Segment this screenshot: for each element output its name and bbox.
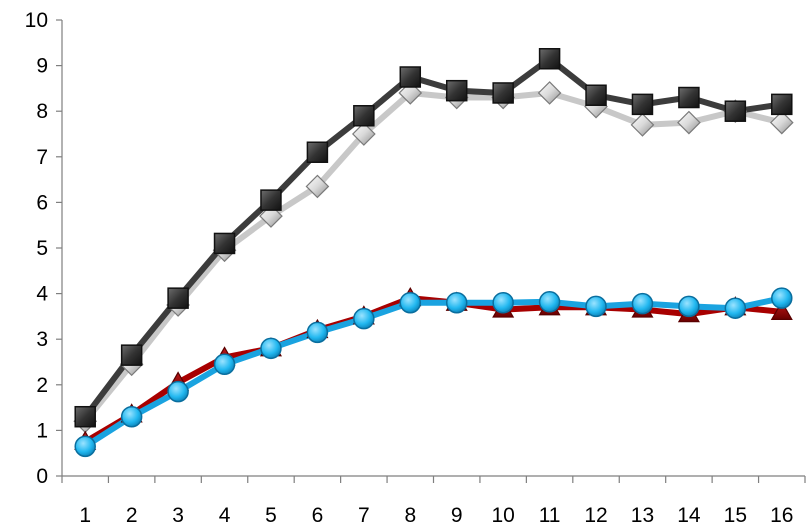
data-point-circle (167, 380, 189, 403)
data-point-circle (631, 292, 654, 315)
data-point-circle (353, 307, 375, 330)
data-point-square (771, 93, 793, 116)
data-point-circle (585, 295, 607, 318)
y-tick-label: 0 (36, 465, 48, 488)
data-point-triangle (770, 300, 793, 320)
series-layer (73, 48, 794, 458)
x-tick-label: 6 (312, 504, 324, 527)
data-point-circle (538, 291, 561, 313)
x-tick-label: 3 (172, 504, 184, 527)
y-tick-label: 6 (36, 191, 48, 214)
x-tick-label: 14 (677, 504, 701, 527)
x-tick-label: 7 (358, 504, 370, 527)
y-tick-label: 7 (36, 146, 48, 169)
data-point-diamond (677, 110, 701, 135)
series-line-triangle (82, 295, 785, 445)
data-point-circle (678, 295, 700, 318)
y-tick-label: 4 (36, 283, 48, 306)
data-point-square (260, 189, 282, 211)
data-point-square (445, 79, 468, 102)
data-point-circle (399, 291, 422, 314)
data-point-square (74, 405, 96, 428)
data-point-diamond (537, 81, 562, 105)
y-tick-label: 10 (25, 9, 48, 32)
data-point-square (306, 141, 329, 163)
x-tick-label: 1 (79, 504, 91, 527)
data-point-circle (260, 337, 282, 360)
data-point-circle (445, 291, 468, 314)
x-tick-label: 9 (451, 504, 463, 527)
data-point-circle (306, 321, 329, 344)
data-point-circle (771, 287, 793, 309)
data-point-square (399, 66, 422, 88)
y-tick-label: 1 (36, 419, 48, 442)
data-point-diamond (769, 110, 794, 135)
data-point-square (724, 100, 747, 122)
y-tick-label: 3 (36, 328, 48, 351)
data-point-diamond (305, 174, 330, 199)
y-tick-label: 8 (36, 100, 48, 123)
x-tick-label: 11 (539, 504, 561, 527)
x-tick-label: 15 (724, 504, 747, 527)
data-point-square (678, 86, 700, 109)
data-point-square (120, 344, 143, 366)
data-point-square (631, 93, 654, 116)
x-tick-label: 13 (631, 504, 654, 527)
data-point-circle (724, 297, 747, 319)
x-tick-label: 10 (491, 504, 514, 527)
data-point-square (213, 232, 236, 255)
data-point-circle (74, 435, 96, 458)
data-point-circle (213, 353, 236, 376)
data-point-square (585, 84, 607, 106)
x-tick-label: 5 (265, 504, 277, 527)
data-point-square (538, 48, 561, 70)
data-point-square (492, 82, 514, 104)
series-line-square (82, 55, 785, 420)
data-point-diamond (630, 113, 655, 137)
x-tick-label: 16 (770, 504, 793, 527)
series-line-circle (82, 295, 785, 450)
y-tick-label: 2 (36, 374, 48, 397)
y-tick-label: 5 (36, 237, 48, 260)
x-tick-label: 4 (219, 504, 231, 527)
x-tick-label: 2 (126, 504, 138, 527)
x-tick-label: 12 (584, 504, 607, 527)
data-point-diamond (351, 122, 376, 146)
data-point-square (353, 105, 375, 127)
series-line-diamond (82, 89, 785, 425)
data-point-circle (120, 405, 143, 428)
x-tick-label: 8 (404, 504, 416, 527)
data-point-circle (492, 291, 514, 314)
data-point-square (167, 287, 189, 309)
y-tick-label: 9 (36, 55, 48, 78)
